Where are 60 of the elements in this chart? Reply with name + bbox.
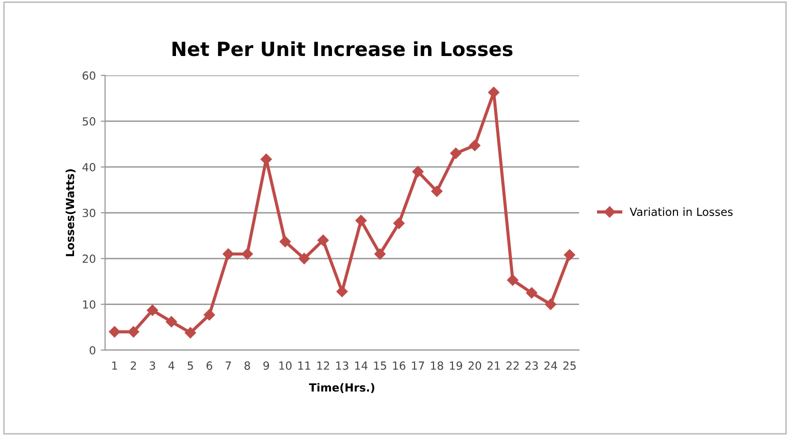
y-tick-label: 30 [82, 208, 96, 218]
y-tick-label: 0 [90, 346, 96, 354]
point [393, 218, 405, 229]
point [280, 236, 291, 248]
x-tick-label: 21 [487, 361, 500, 370]
point [166, 316, 178, 328]
x-tick-label: 1 [112, 362, 118, 370]
point [204, 309, 215, 320]
x-tick-label: 10 [279, 361, 292, 370]
point [298, 252, 310, 264]
x-tick-label: 17 [412, 362, 424, 370]
x-axis-title: Time(Hrs.) [308, 383, 374, 393]
x-tick-label: 18 [431, 361, 444, 370]
x-tick-label: 4 [168, 362, 174, 370]
x-tick-label: 16 [393, 361, 406, 370]
point [242, 248, 253, 260]
point [108, 326, 120, 338]
x-tick-label: 6 [206, 361, 212, 370]
point [507, 274, 518, 286]
point [564, 249, 576, 260]
x-tick-label: 15 [374, 362, 386, 370]
y-tick-label: 10 [83, 300, 96, 309]
point [222, 248, 234, 260]
x-tick-label: 13 [336, 361, 348, 370]
x-tick-label: 23 [525, 361, 538, 370]
x-tick-label: 9 [263, 361, 269, 370]
x-tick-label: 8 [244, 361, 250, 370]
point [450, 148, 462, 159]
point [431, 186, 442, 197]
y-tick-label: 40 [82, 162, 96, 172]
point [146, 304, 158, 316]
x-tick-label: 22 [506, 361, 519, 370]
point [488, 86, 500, 98]
x-tick-label: 11 [298, 362, 310, 370]
y-axis-title: Losses(Watts) [66, 169, 76, 256]
x-tick-label: 2 [130, 361, 136, 370]
y-tick-label: 60 [82, 71, 96, 80]
x-tick-label: 5 [188, 362, 193, 370]
chart-title: Net Per Unit Increase in Losses [172, 41, 512, 56]
point [318, 234, 329, 246]
point [355, 214, 367, 226]
x-tick-label: 7 [226, 362, 231, 370]
x-tick-label: 20 [468, 361, 482, 370]
point [526, 287, 538, 298]
x-tick-label: 3 [150, 361, 156, 370]
y-tick-label: 20 [82, 254, 96, 263]
point [184, 327, 196, 338]
x-tick-label: 12 [317, 361, 330, 370]
legend-label: Variation in Losses [630, 207, 733, 216]
point [545, 298, 556, 310]
y-tick-label: 50 [82, 117, 96, 126]
x-tick-label: 24 [544, 361, 558, 370]
point [374, 248, 386, 260]
x-tick-label: 14 [355, 362, 368, 370]
point [128, 326, 140, 338]
x-tick-label: 25 [563, 361, 576, 370]
point [469, 140, 480, 152]
x-tick-label: 19 [450, 361, 462, 370]
point [412, 166, 424, 178]
point [336, 286, 348, 298]
